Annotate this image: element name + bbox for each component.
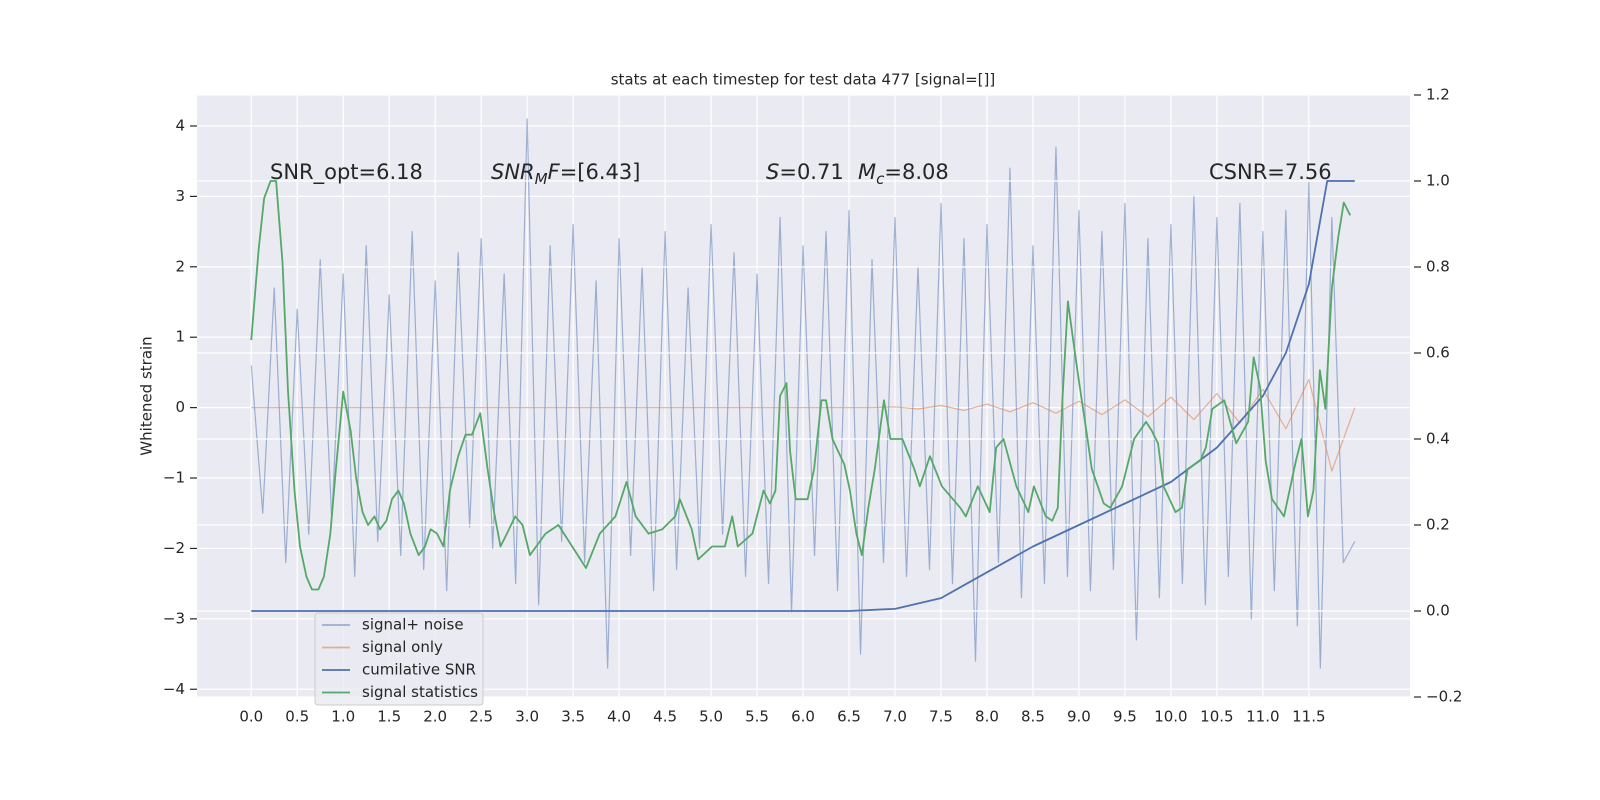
y-tick-label: 2 (175, 257, 185, 275)
annotation-part: =8.08 (884, 160, 948, 184)
x-tick-label: 1.0 (331, 708, 355, 726)
series-line (250, 118, 1356, 669)
y2-tick-label: 0.6 (1426, 344, 1450, 362)
x-tick-label: 7.0 (883, 708, 907, 726)
y2-tick-label: −0.2 (1426, 688, 1462, 706)
y-tick-label: −4 (163, 680, 185, 698)
x-tick-label: 2.0 (423, 708, 447, 726)
y2-tick-label: 1.2 (1426, 86, 1450, 104)
x-tick-label: 9.5 (1113, 708, 1137, 726)
x-tick-label: 10.5 (1200, 708, 1233, 726)
legend-label: signal only (362, 638, 443, 656)
x-tick-label: 7.5 (929, 708, 953, 726)
x-tick-label: 0.5 (285, 708, 309, 726)
annotation-part: SNR (491, 160, 535, 184)
annotation-part: S (766, 160, 779, 184)
annotation: CSNR=7.56 (1209, 160, 1332, 184)
y2-tick-label: 0.8 (1426, 258, 1450, 276)
annotation-part: F (548, 160, 561, 184)
annotation-part: =[6.43] (560, 160, 641, 184)
x-tick-label: 1.5 (377, 708, 401, 726)
x-tick-label: 6.5 (837, 708, 861, 726)
annotation-part: c (876, 170, 885, 188)
x-tick-label: 11.0 (1246, 708, 1279, 726)
secondary-data (250, 180, 1355, 612)
series-line (251, 180, 1355, 612)
x-tick-label: 3.5 (561, 708, 585, 726)
annotation-part: SNR_opt=6.18 (270, 160, 423, 185)
y-tick-label: 0 (175, 398, 185, 416)
y-tick-label: −1 (163, 469, 185, 487)
y-tick-label: 4 (175, 116, 185, 134)
x-tick-label: 8.5 (1021, 708, 1045, 726)
y-tick-label: −3 (163, 609, 185, 627)
primary-data (250, 118, 1356, 669)
annotation: Mc=8.08 (858, 160, 949, 188)
x-tick-label: 11.5 (1292, 708, 1325, 726)
series-line (250, 180, 1352, 591)
y2-tick-label: 0.4 (1426, 430, 1450, 448)
y-tick-label: 3 (175, 187, 185, 205)
y2-tick-label: 0.2 (1426, 516, 1450, 534)
x-tick-label: 4.5 (653, 708, 677, 726)
x-tick-label: 4.0 (607, 708, 631, 726)
x-tick-label: 5.0 (699, 708, 723, 726)
x-tick-label: 5.5 (745, 708, 769, 726)
annotation-part: M (858, 160, 876, 184)
chart-title: stats at each timestep for test data 477… (611, 71, 996, 89)
y2-tick-label: 0.0 (1426, 602, 1450, 620)
legend-label: signal+ noise (362, 616, 464, 634)
x-tick-label: 3.0 (515, 708, 539, 726)
annotation: S=0.71 (766, 160, 844, 184)
x-tick-label: 0.0 (239, 708, 263, 726)
legend-label: signal statistics (362, 683, 478, 701)
y2-tick-label: 1.0 (1426, 172, 1450, 190)
annotation: SNRMF=[6.43] (491, 160, 640, 188)
annotation-part: =0.71 (779, 160, 843, 184)
annotation-part: CSNR=7.56 (1209, 160, 1332, 184)
y-tick-label: 1 (175, 328, 185, 346)
annotation-part: M (535, 170, 548, 188)
annotation: SNR_opt=6.18 (270, 160, 423, 185)
x-tick-label: 9.0 (1067, 708, 1091, 726)
legend: signal+ noise signal only cumilative SNR si… (314, 612, 484, 706)
series-line (251, 378, 1356, 472)
y-tick-label: −2 (163, 539, 185, 557)
y-axis-label: Whitened strain (138, 336, 156, 455)
x-tick-label: 6.0 (791, 708, 815, 726)
labels: 0.0 0.5 1.0 1.5 2.0 2.5 3.0 3.5 4.0 4.5 5.0 5.5 6.0 6… (163, 86, 1463, 726)
x-tick-label: 10.0 (1154, 708, 1187, 726)
legend-frame (314, 612, 484, 706)
x-tick-label: 8.0 (975, 708, 999, 726)
x-tick-label: 2.5 (469, 708, 493, 726)
grid (197, 95, 1410, 697)
legend-label: cumilative SNR (362, 661, 476, 679)
